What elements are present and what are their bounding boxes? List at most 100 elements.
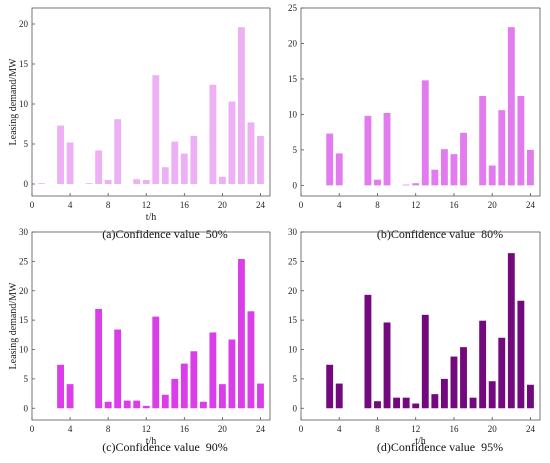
bar-b-15	[440, 149, 448, 186]
bar-d-3	[326, 364, 334, 409]
xtick-label-d-12: 12	[411, 424, 420, 434]
ytick-label-a-15: 15	[19, 59, 29, 69]
bar-a-24	[257, 136, 264, 184]
panel-a: 0 5 10 15 20 0 4 8 12 16 20 24 t/h Leasing demand/MW	[0, 0, 280, 230]
bar-d-23	[517, 300, 525, 409]
xtick-label-d-20: 20	[488, 424, 498, 434]
bar-c-12	[142, 405, 150, 409]
xtick-label-a-20: 20	[218, 200, 228, 210]
xtick-label-d-16: 16	[449, 424, 459, 434]
ytick-label-a-5: 5	[24, 139, 29, 149]
bar-b-9	[383, 112, 391, 186]
xtick-label-c-4: 4	[68, 424, 73, 434]
xtick-label-d-24: 24	[526, 424, 536, 434]
bar-b-14	[431, 169, 439, 186]
xtick-label-a-24: 24	[256, 200, 266, 210]
chart-a: 0 5 10 15 20 0 4 8 12 16 20 24 t/h Leasing demand/MW	[8, 7, 271, 223]
xtick-label-d-4: 4	[337, 424, 342, 434]
ytick-label-d-0: 0	[293, 403, 298, 413]
xtick-label-c-0: 0	[30, 424, 35, 434]
bar-d-21	[498, 337, 506, 409]
bar-c-23	[247, 311, 255, 409]
ytick-label-b-20: 20	[288, 38, 298, 48]
bar-b-20	[488, 165, 496, 186]
ytick-label-c-15: 15	[19, 315, 29, 325]
ytick-label-b-15: 15	[288, 74, 298, 84]
bar-d-7	[364, 294, 372, 409]
panel-c: 0 5 10 15 20 25 30 0 4 8 12 16 20 24 t/h Leasing demand…	[0, 224, 280, 458]
bar-b-16	[450, 154, 458, 186]
xtick-label-a-16: 16	[180, 200, 190, 210]
bar-a-7	[95, 150, 103, 184]
bar-b-3	[326, 133, 334, 186]
bar-d-15	[440, 378, 448, 409]
ytick-label-d-20: 20	[288, 286, 298, 296]
bar-b-8	[374, 179, 381, 186]
xtick-label-b-12: 12	[411, 200, 420, 210]
xlabel-d: t/h	[415, 436, 426, 447]
bar-a-16	[180, 153, 188, 184]
panel-d: 0 5 10 15 20 25 30 0 4 8 12 16 20 24 t/h	[275, 224, 550, 458]
plot-frame-b	[300, 7, 541, 197]
chart-b: 0 5 10 15 20 25 0 4 8 12 16 20 24	[288, 3, 541, 210]
xtick-label-b-4: 4	[337, 200, 342, 210]
bar-d-18	[469, 397, 477, 409]
xtick-label-d-8: 8	[375, 424, 380, 434]
bar-d-20	[488, 381, 496, 409]
xtick-label-a-4: 4	[68, 200, 73, 210]
bar-d-12	[412, 403, 420, 409]
xtick-label-c-12: 12	[142, 424, 151, 434]
bar-b-13	[421, 80, 429, 186]
bar-c-15	[171, 378, 179, 409]
bar-a-13	[152, 75, 160, 184]
bar-a-6	[85, 183, 93, 184]
plot-frame-c	[31, 231, 271, 421]
xtick-label-c-20: 20	[218, 424, 228, 434]
xtick-label-b-24: 24	[526, 200, 536, 210]
bar-a-22	[238, 27, 245, 185]
ytick-label-d-15: 15	[288, 315, 298, 325]
bar-b-12	[412, 183, 420, 186]
bar-a-4	[66, 142, 74, 184]
bar-d-16	[450, 356, 458, 409]
chart-d: 0 5 10 15 20 25 30 0 4 8 12 16 20 24 t/h	[288, 227, 541, 447]
ytick-label-c-0: 0	[24, 403, 29, 413]
bar-c-14	[161, 394, 169, 409]
xtick-label-a-0: 0	[30, 200, 35, 210]
bar-a-8	[104, 180, 112, 184]
bar-c-9	[114, 329, 122, 409]
bar-c-13	[152, 316, 160, 409]
bar-b-22	[507, 27, 515, 186]
bar-d-14	[431, 394, 439, 409]
bar-a-14	[161, 167, 169, 184]
bar-d-17	[460, 347, 467, 409]
ytick-label-d-30: 30	[288, 227, 298, 237]
xtick-label-b-8: 8	[375, 200, 380, 210]
ytick-label-a-20: 20	[19, 19, 29, 29]
xtick-label-b-0: 0	[299, 200, 304, 210]
plot-frame-d	[300, 231, 541, 421]
xtick-label-a-8: 8	[106, 200, 111, 210]
bar-c-16	[180, 363, 188, 409]
bar-a-1	[38, 183, 45, 184]
bar-c-7	[95, 308, 103, 409]
bar-a-11	[133, 179, 141, 184]
bar-c-18	[199, 401, 207, 409]
bar-b-24	[526, 149, 534, 186]
bar-a-19	[209, 84, 217, 184]
bar-c-24	[257, 383, 264, 409]
xtick-label-b-16: 16	[449, 200, 459, 210]
bar-d-22	[507, 253, 515, 409]
ytick-label-c-20: 20	[19, 286, 29, 296]
bar-c-11	[133, 400, 141, 409]
bar-c-21	[228, 339, 236, 409]
xtick-label-a-12: 12	[142, 200, 151, 210]
bar-d-24	[526, 384, 534, 409]
ytick-label-a-10: 10	[19, 99, 29, 109]
xlabel-c: t/h	[146, 436, 157, 447]
xtick-label-b-20: 20	[488, 200, 498, 210]
bar-c-20	[218, 384, 226, 409]
ytick-label-c-25: 25	[19, 256, 29, 266]
ytick-label-b-0: 0	[293, 180, 298, 190]
